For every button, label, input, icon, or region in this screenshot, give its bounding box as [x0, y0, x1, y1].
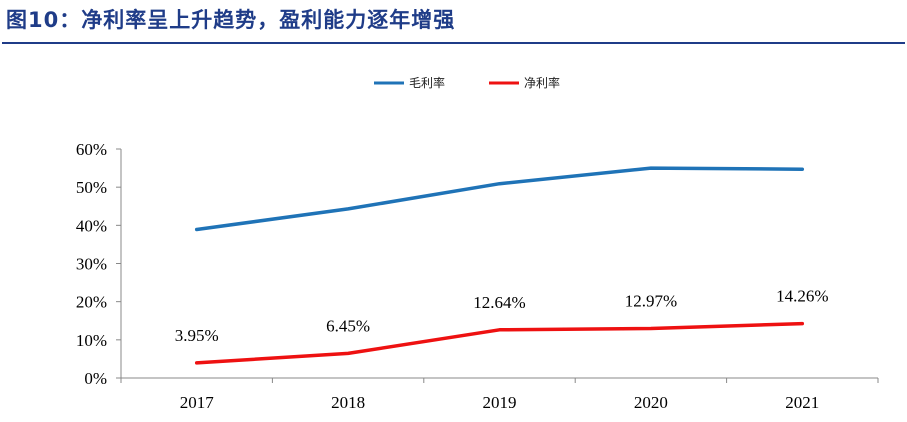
legend-label-gross: 毛利率: [409, 75, 445, 90]
x-tick-label: 2019: [483, 393, 517, 412]
net-margin-data-label: 6.45%: [326, 316, 370, 335]
figure-title: 图10：净利率呈上升趋势，盈利能力逐年增强: [6, 8, 456, 32]
net-margin-data-label: 14.26%: [776, 287, 828, 306]
net-margin-line: [194, 321, 805, 365]
y-tick-label: 50%: [76, 178, 107, 197]
axes: 0% 10% 20% 30% 40% 50% 60% 2017 2018 2019 2020 2021: [76, 140, 879, 412]
legend-label-net: 净利率: [524, 75, 560, 90]
y-tick-label: 0%: [84, 369, 107, 388]
y-tick-label: 20%: [76, 293, 107, 312]
net-margin-data-label: 3.95%: [175, 326, 219, 345]
x-tick-label: 2018: [331, 393, 365, 412]
y-tick-label: 10%: [76, 331, 107, 350]
plot-area: 3.95% 6.45% 12.64% 12.97% 14.26%: [175, 166, 829, 365]
legend: 毛利率 净利率: [374, 75, 560, 90]
x-tick-label: 2021: [785, 393, 819, 412]
net-margin-data-label: 12.97%: [625, 291, 677, 310]
x-tick-label: 2017: [180, 393, 215, 412]
gross-margin-line: [194, 166, 805, 232]
x-tick-label: 2020: [634, 393, 668, 412]
net-margin-data-label: 12.64%: [473, 293, 525, 312]
y-tick-label: 60%: [76, 140, 107, 159]
y-tick-label: 40%: [76, 216, 107, 235]
y-tick-label: 30%: [76, 255, 107, 274]
title-divider: [2, 42, 905, 44]
